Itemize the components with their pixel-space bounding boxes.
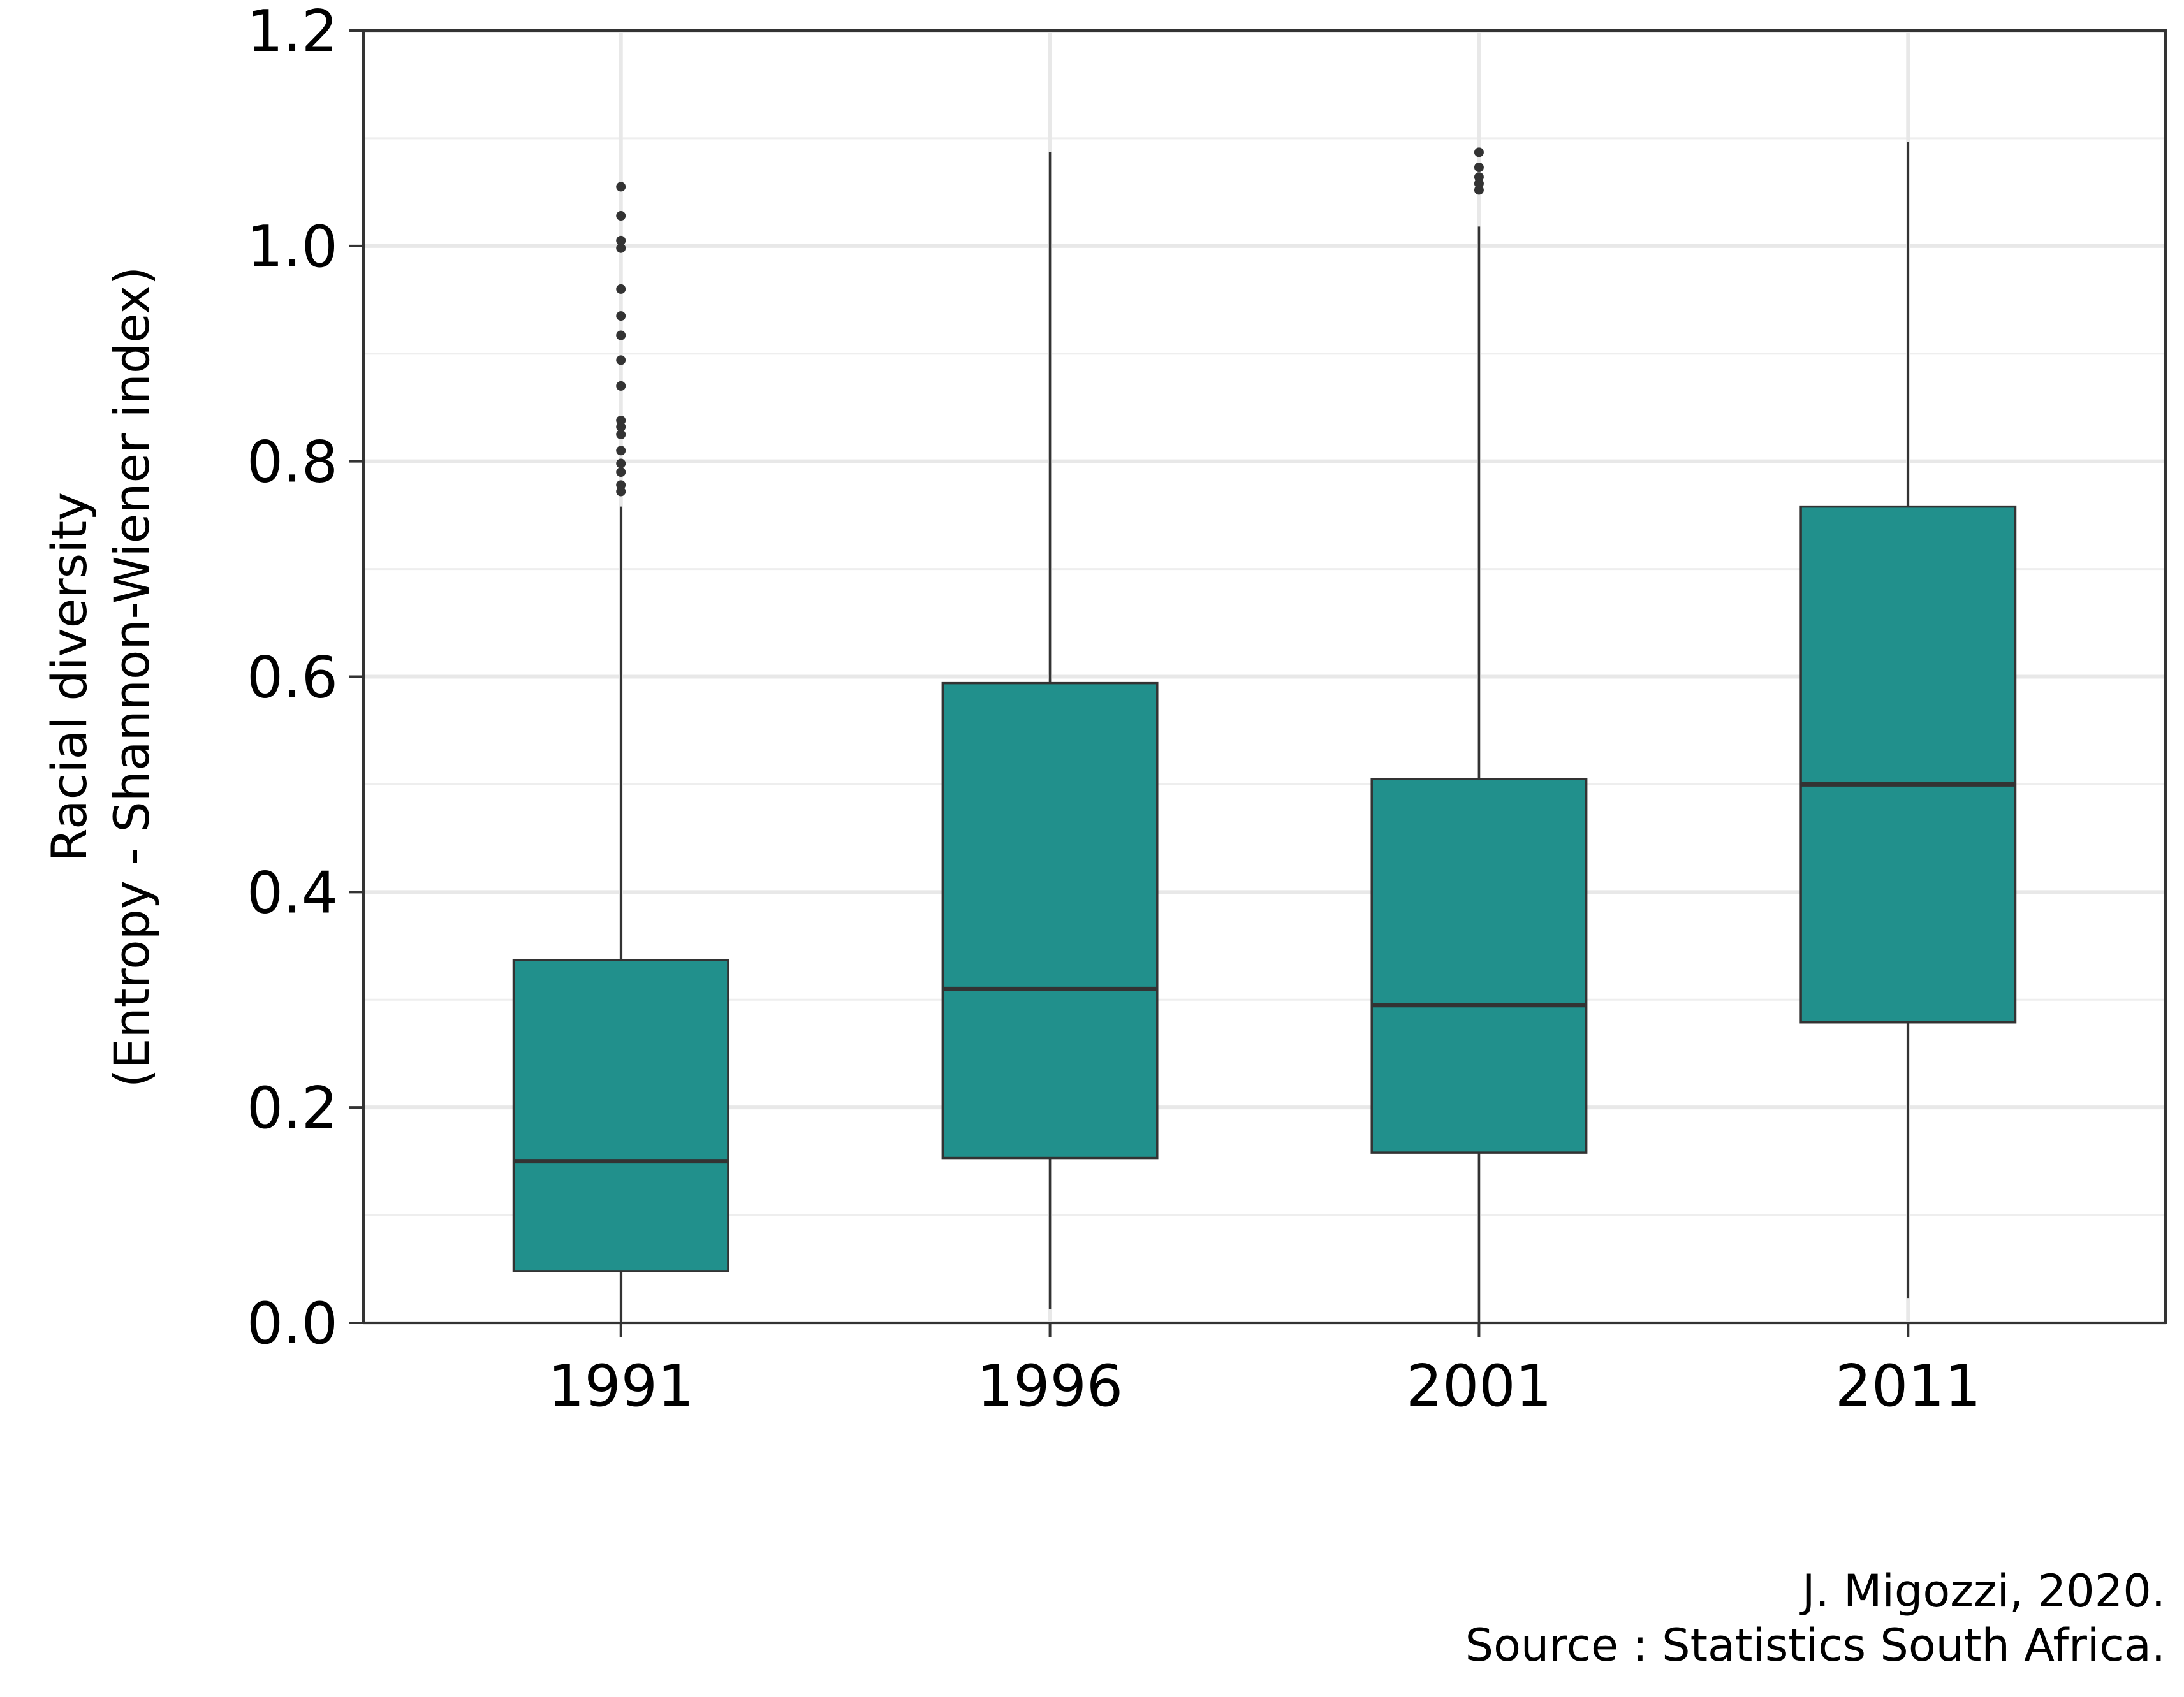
- x-tick-label: 1991: [548, 1353, 694, 1420]
- outlier-point: [616, 458, 626, 469]
- outlier-point: [616, 415, 626, 425]
- outlier-point: [1474, 172, 1484, 182]
- x-tick-label: 2011: [1835, 1353, 1981, 1420]
- y-tick-label: 1.2: [247, 0, 338, 65]
- y-tick-label: 0.8: [247, 429, 338, 496]
- outlier-point: [616, 243, 626, 253]
- caption-credit: J. Migozzi, 2020.: [1801, 1565, 2166, 1617]
- y-tick-label: 1.0: [247, 214, 338, 280]
- outlier-point: [1474, 163, 1484, 173]
- outlier-point: [1474, 147, 1484, 157]
- outlier-point: [616, 381, 626, 391]
- boxes: [512, 141, 2017, 1323]
- outlier-point: [616, 330, 626, 340]
- box-2011: [1799, 505, 2017, 1024]
- y-axis-title: Racial diversity (Entropy - Shannon-Wien…: [41, 266, 160, 1088]
- outlier-point: [616, 235, 626, 245]
- axes: 0.0 0.2 0.4 0.6 0.8 1.0 1.2 1991 1996 2001 2011: [247, 0, 1981, 1420]
- x-tick-label: 1996: [977, 1353, 1123, 1420]
- y-tick-label: 0.0: [247, 1290, 338, 1357]
- outlier-point: [616, 284, 626, 294]
- y-tick-label: 0.4: [247, 859, 338, 926]
- outlier-point: [616, 182, 626, 192]
- y-axis-title-line-1: Racial diversity: [41, 492, 98, 862]
- y-tick-label: 0.2: [247, 1075, 338, 1142]
- box-2001: [1370, 778, 1588, 1154]
- outlier-point: [616, 446, 626, 456]
- y-axis-title-line-2: (Entropy - Shannon-Wiener index): [103, 266, 160, 1088]
- outlier-point: [616, 429, 626, 439]
- box-1991: [512, 959, 729, 1272]
- y-tick-label: 0.6: [247, 645, 338, 711]
- box-1996: [941, 681, 1159, 1160]
- outlier-point: [616, 355, 626, 365]
- caption-source: Source : Statistics South Africa.: [1465, 1619, 2166, 1672]
- outlier-point: [616, 467, 626, 477]
- outlier-point: [616, 480, 626, 490]
- x-tick-label: 2001: [1406, 1353, 1552, 1420]
- outlier-point: [616, 311, 626, 321]
- outlier-point: [616, 211, 626, 221]
